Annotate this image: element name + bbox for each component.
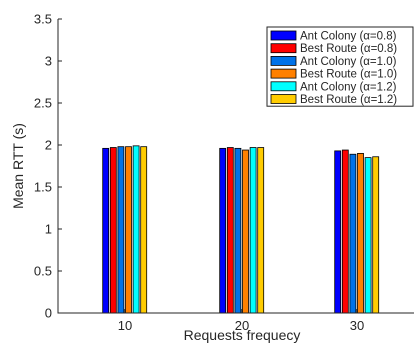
bar: [234, 147, 242, 314]
x-tick-label: 30: [350, 318, 364, 333]
y-tick-label: 3.5: [34, 12, 52, 27]
bar: [372, 156, 380, 314]
x-axis-ticks: 10 20 30: [118, 309, 364, 333]
legend-entry: Ant Colony (α=1.2): [300, 81, 397, 93]
bar: [349, 153, 357, 314]
legend: Ant Colony (α=0.8)Best Route (α=0.8)Ant …: [266, 26, 414, 107]
bar: [249, 147, 257, 314]
x-axis-label: Requests frequecy: [184, 327, 301, 343]
legend-entry: Best Route (α=0.8): [300, 43, 397, 55]
legend-swatch: [270, 94, 297, 104]
bar: [219, 147, 227, 314]
legend-swatch: [270, 43, 297, 54]
bar-marks: [102, 145, 380, 314]
legend-swatch: [270, 56, 297, 66]
y-tick-label: 1.5: [34, 180, 52, 195]
bar: [140, 146, 148, 314]
legend-swatch: [270, 68, 297, 79]
y-axis-ticks: 0 0.5 1 1.5 2 2.5 3 3.5: [34, 12, 62, 321]
bar: [117, 146, 125, 314]
bar: [109, 147, 117, 314]
y-tick-label: 3: [45, 54, 52, 69]
y-tick-label: 1: [45, 222, 52, 237]
x-tick-label: 10: [118, 318, 132, 333]
bar: [242, 149, 249, 314]
legend-swatch: [270, 81, 297, 92]
y-axis-label: Mean RTT (s): [10, 123, 26, 209]
legend-entry: Best Route (α=1.2): [300, 94, 397, 106]
x-tick-label: 20: [235, 318, 249, 333]
bar: [226, 147, 234, 314]
bar: [364, 157, 372, 314]
bar: [357, 152, 364, 314]
y-tick-label: 2: [45, 138, 52, 153]
bar: [334, 150, 342, 314]
y-tick-label: 2.5: [34, 96, 52, 111]
bar: [257, 147, 265, 314]
legend-swatch: [270, 30, 297, 41]
y-tick-label: 0.5: [34, 264, 52, 279]
bar: [102, 147, 110, 314]
bar: [341, 149, 349, 314]
bar: [125, 146, 132, 314]
y-tick-label: 0: [45, 306, 52, 321]
legend-entry: Best Route (α=1.0): [300, 69, 397, 81]
legend-entry: Ant Colony (α=0.8): [300, 31, 397, 43]
bar: [132, 145, 140, 314]
legend-entry: Ant Colony (α=1.0): [300, 56, 397, 68]
